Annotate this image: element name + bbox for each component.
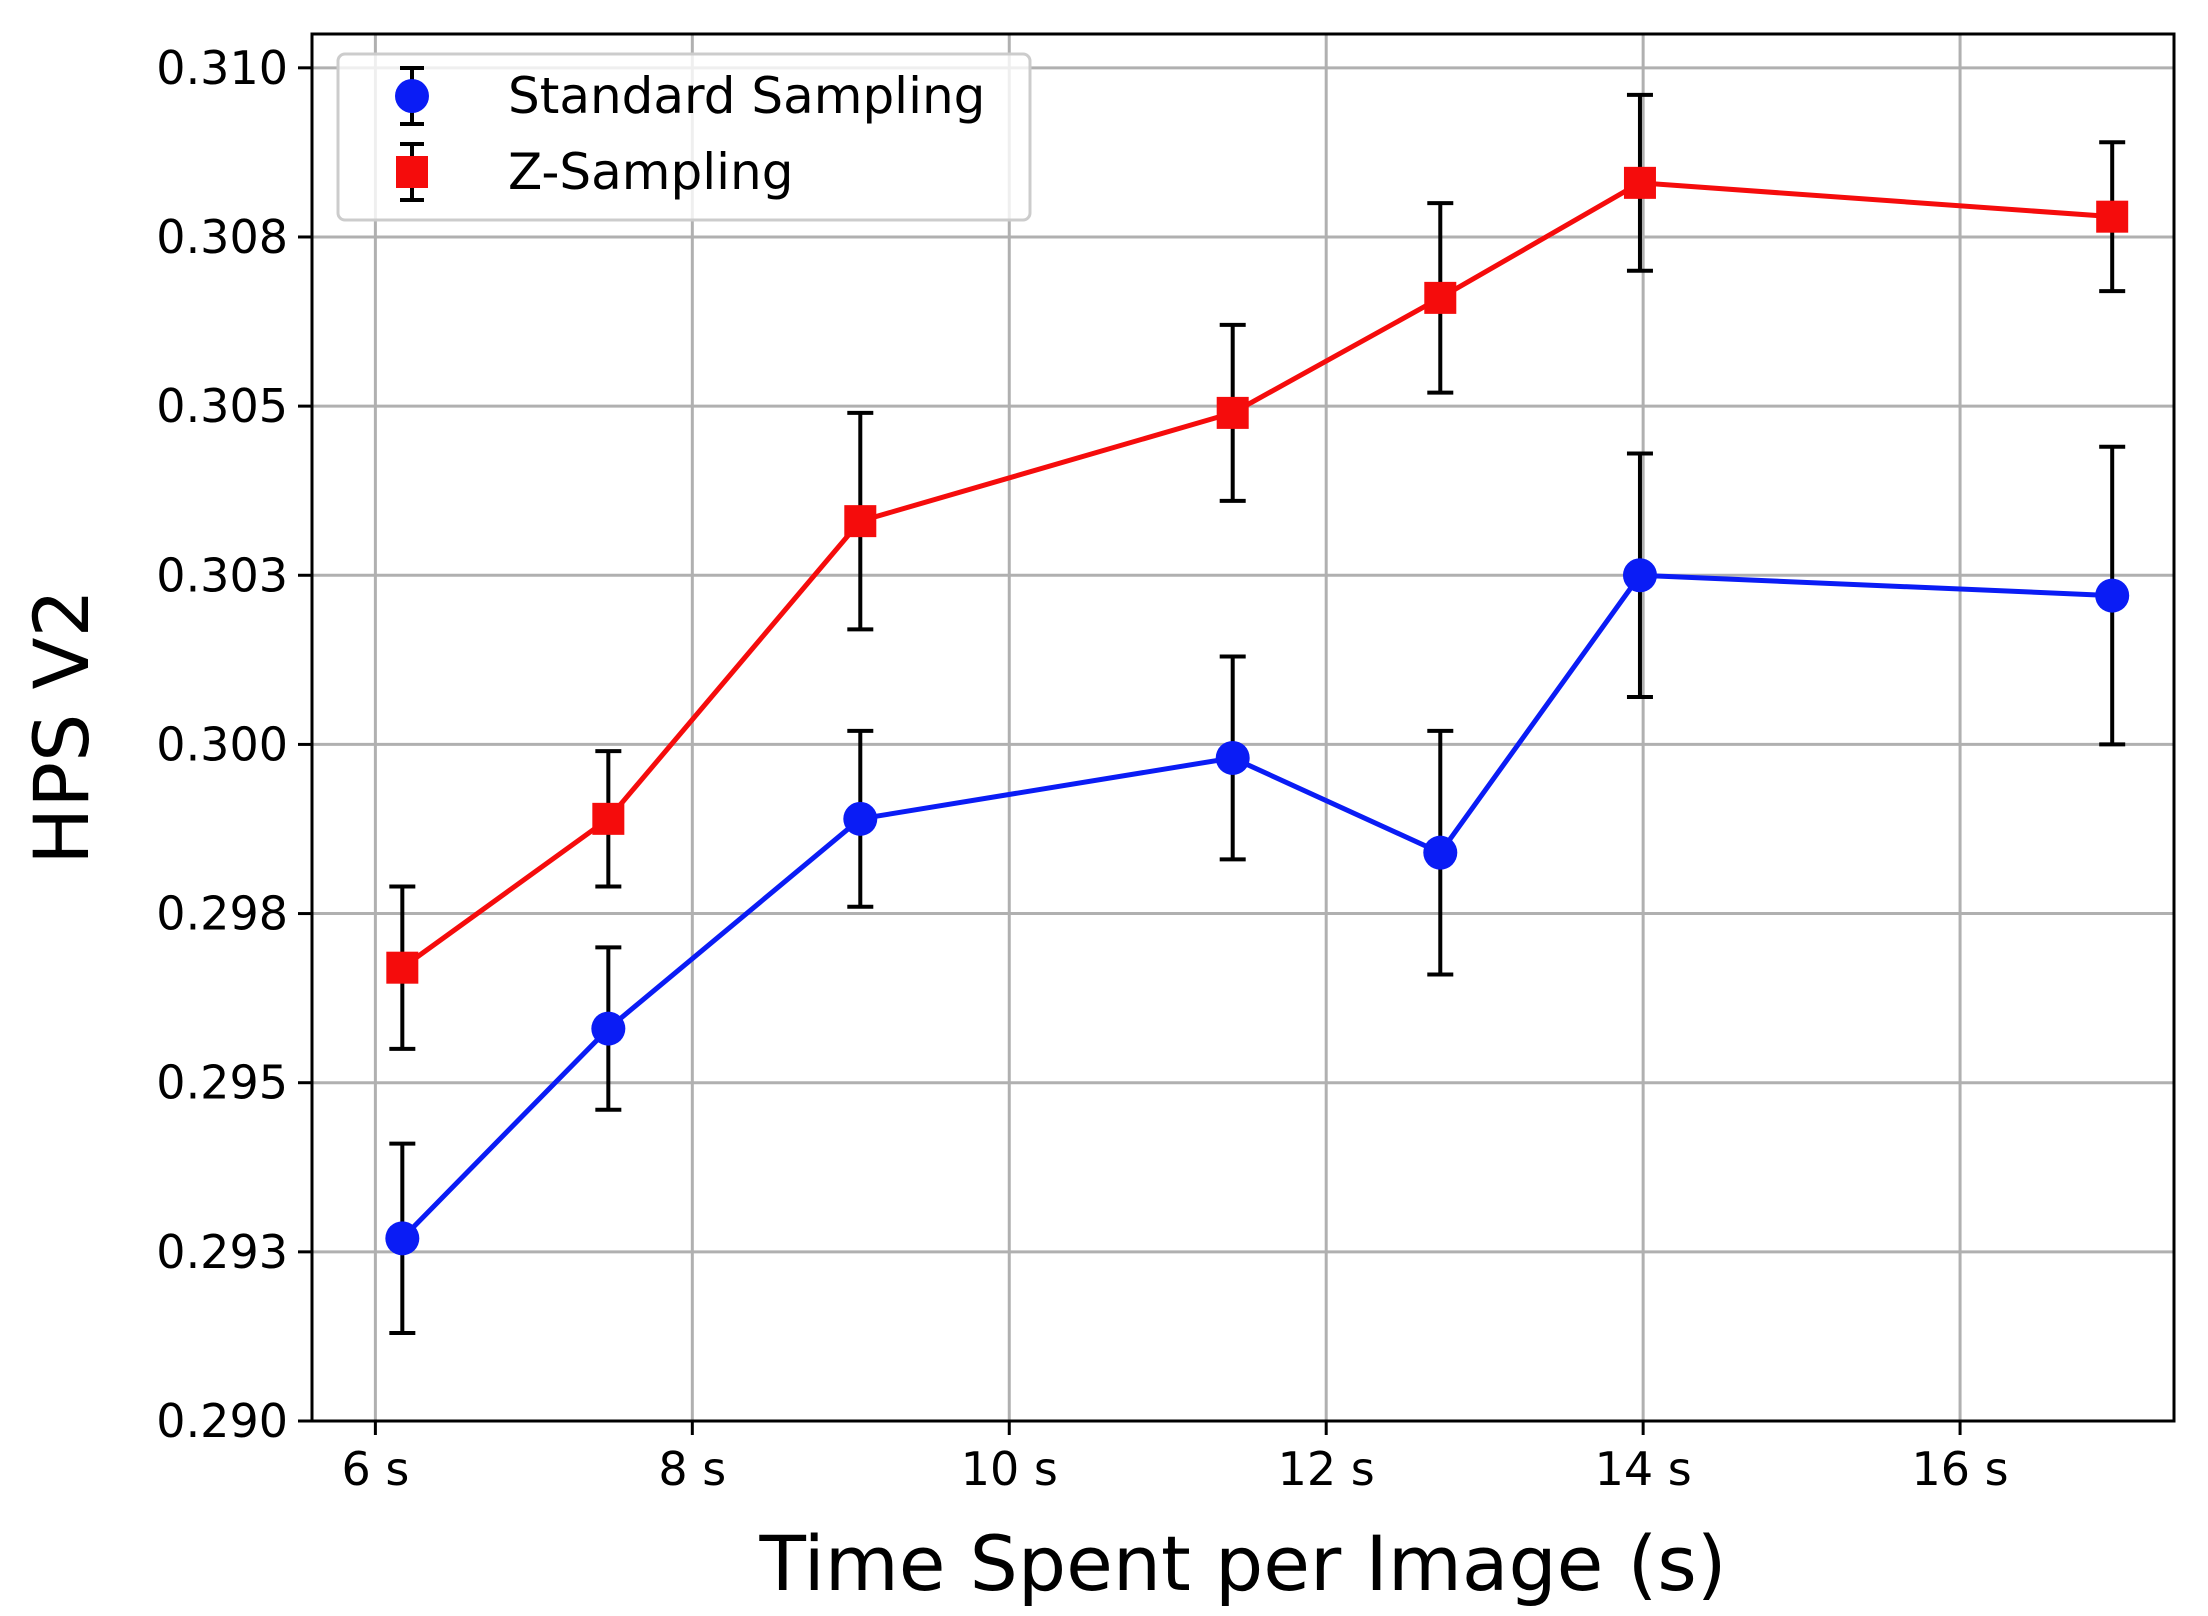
y-tick-label: 0.300 — [156, 717, 288, 771]
x-axis: 6 s 8 s 10 s 12 s 14 s 16 s — [341, 1421, 2009, 1496]
data-point — [591, 1011, 626, 1046]
legend-label: Z-Sampling — [508, 143, 793, 201]
y-tick-label: 0.305 — [156, 379, 288, 433]
legend-label: Standard Sampling — [508, 67, 985, 125]
data-point — [385, 1221, 420, 1256]
data-point — [1424, 281, 1457, 314]
y-tick-label: 0.295 — [156, 1056, 288, 1110]
data-point — [1215, 740, 1250, 775]
data-point — [386, 951, 419, 984]
data-point — [1622, 558, 1657, 593]
x-tick-label: 10 s — [961, 1442, 1058, 1496]
data-point — [843, 801, 878, 836]
data-point — [1423, 835, 1458, 870]
y-tick-label: 0.303 — [156, 548, 288, 602]
legend-marker — [396, 156, 428, 188]
y-tick-label: 0.298 — [156, 887, 288, 941]
x-tick-label: 14 s — [1595, 1442, 1692, 1496]
y-tick-label: 0.293 — [156, 1225, 288, 1279]
y-axis: 0.290 0.293 0.295 0.298 0.300 0.303 0.305 0.308… — [156, 41, 312, 1448]
data-point — [844, 505, 877, 538]
data-point — [1216, 396, 1249, 429]
y-tick-label: 0.308 — [156, 210, 288, 264]
data-point — [1623, 166, 1656, 199]
y-tick-label: 0.290 — [156, 1394, 288, 1448]
x-tick-label: 8 s — [658, 1442, 726, 1496]
x-axis-title: Time Spent per Image (s) — [759, 1519, 1727, 1608]
series-line — [400, 572, 2113, 1241]
data-point — [592, 802, 625, 835]
x-tick-label: 16 s — [1912, 1442, 2009, 1496]
series-standard-sampling — [385, 444, 2130, 1336]
plot-frame — [310, 32, 2176, 1423]
data-point — [2096, 200, 2129, 233]
data-point — [2095, 578, 2130, 613]
series-layer — [385, 92, 2130, 1336]
legend: Standard Sampling Z-Sampling — [336, 52, 1032, 222]
y-tick-label: 0.310 — [156, 41, 288, 95]
grid — [312, 34, 2174, 1423]
y-axis-title: HPS V2 — [17, 589, 106, 865]
series-z-sampling — [386, 92, 2129, 1051]
legend-marker — [395, 79, 429, 113]
legend-box — [336, 52, 1032, 222]
x-tick-label: 6 s — [341, 1442, 409, 1496]
x-tick-label: 12 s — [1278, 1442, 1375, 1496]
